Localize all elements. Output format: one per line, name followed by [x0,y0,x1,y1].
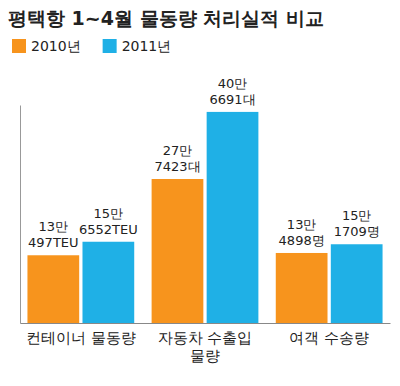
baseline [21,323,391,324]
y-axis-line [20,106,21,324]
x-tick-label: 여객 수송량 [289,329,369,347]
bar [152,179,204,323]
bar [207,112,259,323]
data-label: 15만1709명 [334,208,380,239]
x-tick: 자동차 수출입물량 [158,323,253,365]
x-tick: 컨테이너 물동량 [26,323,136,347]
legend-entry: 2010년 [12,38,81,54]
data-labels: 13만497TEU 27만7423대 13만4898명 15만6552TEU 40만66… [28,76,380,250]
data-label: 13만4898명 [279,217,325,248]
bar [276,253,328,323]
chart: 평택항 1~4월 물동량 처리실적 비교 2010년 2011년 13만497TEU 2… [0,0,400,386]
y-axis [20,106,21,324]
bar [27,255,79,323]
legend-swatch [12,39,26,53]
bar [82,242,134,323]
legend-label: 2011년 [122,38,172,54]
x-tick: 여객 수송량 [289,323,369,347]
bar [331,244,383,323]
bars [27,112,382,323]
data-label: 15만6552TEU [79,206,138,237]
data-label: 40만6691대 [209,76,255,107]
x-tick-label: 컨테이너 물동량 [26,329,136,347]
title: 평택항 1~4월 물동량 처리실적 비교 [8,7,324,29]
legend-swatch [103,39,117,53]
data-label: 13만497TEU [28,219,78,250]
legend-label: 2010년 [31,38,81,54]
legend-entry: 2011년 [103,38,172,54]
x-tick-label: 자동차 수출입물량 [158,329,253,365]
data-label: 27만7423대 [154,143,200,174]
x-axis: 컨테이너 물동량 자동차 수출입물량 여객 수송량 [21,323,391,365]
